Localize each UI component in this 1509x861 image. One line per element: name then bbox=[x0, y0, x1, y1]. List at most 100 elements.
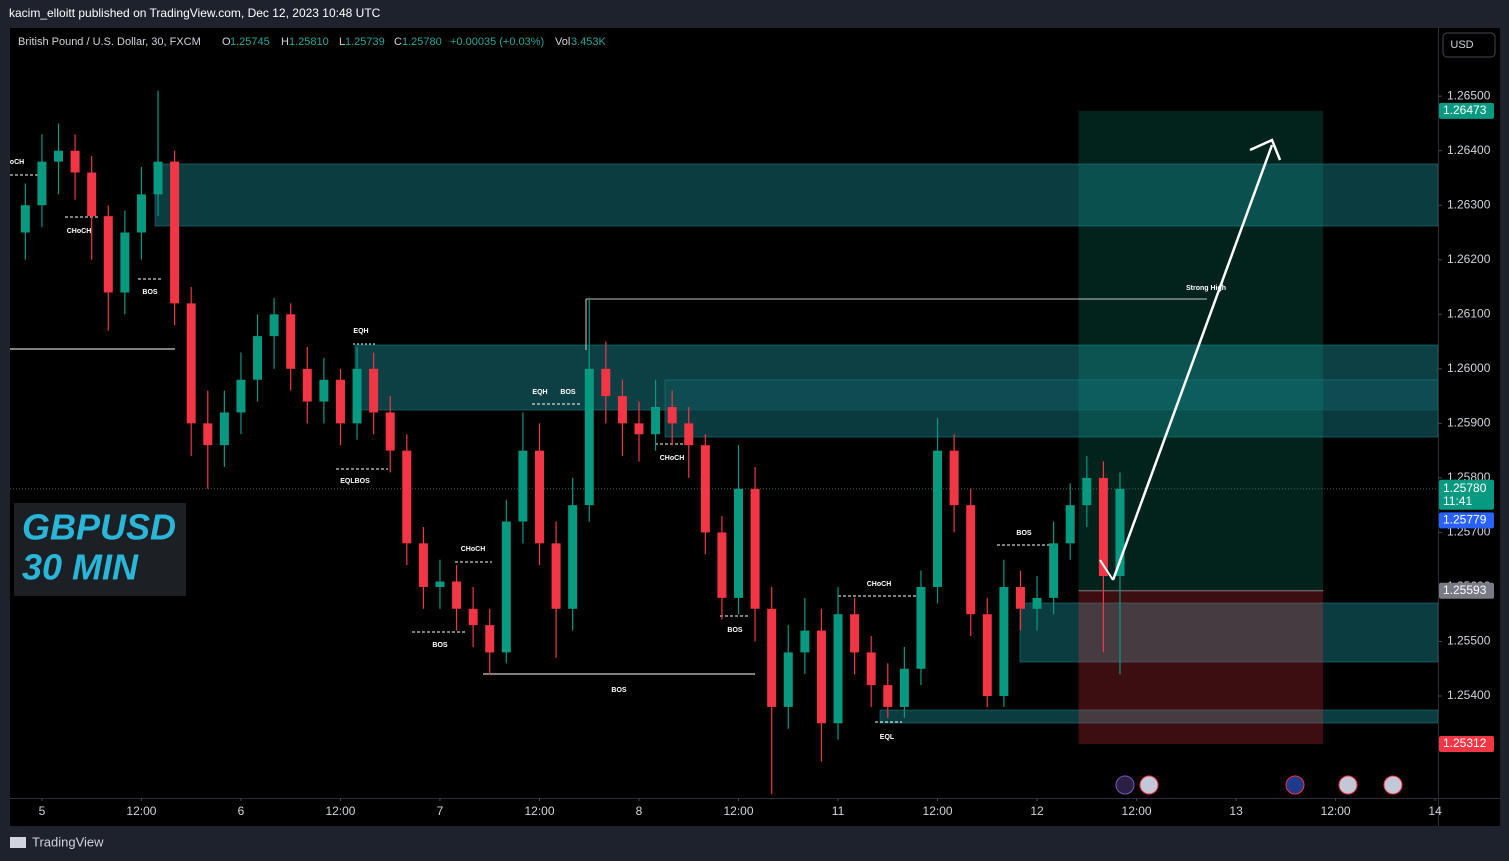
arrow-head bbox=[1249, 138, 1282, 161]
x-tick-label: 13 bbox=[1229, 804, 1243, 818]
price-label-box bbox=[1439, 582, 1494, 599]
candle-body bbox=[385, 412, 395, 451]
candle-body bbox=[418, 543, 428, 587]
ohlc-value: 1.25745 bbox=[230, 36, 270, 48]
candle-body bbox=[816, 630, 826, 724]
overlay-symbol: GBPUSD bbox=[22, 507, 176, 548]
candle-body bbox=[369, 368, 379, 413]
axis-border bbox=[10, 798, 1500, 799]
price-label-box bbox=[1439, 479, 1494, 510]
price-label-box bbox=[1439, 512, 1494, 529]
annotation: EQH bbox=[532, 389, 547, 396]
price-label-box bbox=[1439, 736, 1494, 753]
candle-body bbox=[1065, 505, 1075, 544]
annotation: BOS bbox=[432, 642, 448, 649]
volume-label: Vol bbox=[555, 36, 570, 48]
x-tick-label: 14 bbox=[1428, 804, 1442, 818]
x-tick-label: 8 bbox=[636, 804, 643, 818]
candle-body bbox=[485, 625, 495, 653]
y-tick-label: 1.26300 bbox=[1447, 197, 1491, 211]
change: +0.00035 (+0.03%) bbox=[450, 36, 544, 48]
candle-body bbox=[286, 314, 296, 369]
annotation: EQLBOS bbox=[340, 478, 370, 485]
candle-body bbox=[153, 161, 163, 195]
candle-body bbox=[468, 608, 478, 626]
annotation: BOS bbox=[1016, 530, 1032, 537]
candle-body bbox=[37, 161, 47, 206]
ohlc-label: L bbox=[339, 36, 345, 48]
price-label: 1.26473 bbox=[1443, 103, 1487, 117]
annotation: CHoCH bbox=[461, 546, 486, 553]
price-label-box bbox=[1439, 102, 1494, 119]
arrow-line bbox=[1111, 144, 1274, 581]
x-tick-label: 6 bbox=[238, 804, 245, 818]
brand: TradingView bbox=[32, 834, 104, 849]
candle-body bbox=[783, 652, 793, 707]
y-tick-label: 1.26100 bbox=[1447, 306, 1491, 320]
y-tick-label: 1.25500 bbox=[1447, 634, 1491, 648]
currency[interactable]: USD bbox=[1450, 39, 1473, 51]
ohlc-label: C bbox=[394, 36, 402, 48]
candle-body bbox=[518, 450, 528, 522]
candle-body bbox=[20, 205, 30, 233]
candle-body bbox=[883, 685, 893, 707]
candle-body bbox=[966, 505, 976, 615]
profit-zone bbox=[1078, 110, 1324, 591]
time-axis: 5 12:00 6 12:00 7 12:00 8 12:00 11 12:00 12 12:00 13… bbox=[39, 798, 1442, 818]
y-tick-label: 1.26400 bbox=[1447, 143, 1491, 157]
annotation: EQL bbox=[880, 734, 895, 741]
footer: TradingView bbox=[10, 834, 104, 849]
candle-body bbox=[186, 303, 196, 424]
candle-body bbox=[402, 450, 412, 544]
annotation: BOS bbox=[611, 687, 627, 694]
zone bbox=[1019, 602, 1439, 663]
annotations: oCH CHoCH BOS EQH EQLBOS CHoCH BOS EQH B… bbox=[10, 159, 1226, 741]
candle-body bbox=[319, 379, 329, 402]
candle-body bbox=[982, 614, 992, 697]
ohlc-value: 1.25810 bbox=[289, 36, 329, 48]
published-line: kacim_elloitt published on TradingView.c… bbox=[9, 6, 381, 20]
x-tick-label: 12:00 bbox=[126, 804, 156, 818]
candle-body bbox=[269, 314, 279, 337]
candle-body bbox=[767, 608, 777, 707]
x-tick-label: 11 bbox=[832, 804, 845, 818]
x-tick-label: 12:00 bbox=[723, 804, 753, 818]
x-tick-label: 5 bbox=[39, 804, 46, 818]
projection-arrow bbox=[1099, 138, 1282, 581]
candle-body bbox=[253, 336, 263, 380]
overlay-box bbox=[14, 503, 186, 596]
candle-body bbox=[335, 379, 345, 424]
candle-body bbox=[219, 412, 229, 446]
candle-body bbox=[800, 630, 810, 653]
candle-body bbox=[70, 150, 80, 173]
price-label: 1.25779 bbox=[1443, 513, 1487, 527]
zones bbox=[154, 163, 1439, 724]
event-icon bbox=[1115, 775, 1135, 795]
y-tick-label: 1.26500 bbox=[1447, 88, 1491, 102]
ohlc-value: 1.25739 bbox=[345, 36, 385, 48]
annotation: BOS bbox=[727, 627, 743, 634]
annotation: EQH bbox=[353, 328, 368, 335]
candle-body bbox=[87, 172, 97, 217]
candle-body bbox=[916, 586, 926, 669]
candle-body bbox=[435, 581, 445, 587]
x-tick-label: 12 bbox=[1030, 804, 1044, 818]
candle-body bbox=[54, 150, 64, 162]
legend-header: British Pound / U.S. Dollar, 30, FXCM O … bbox=[18, 36, 607, 48]
y-tick-label: 1.26200 bbox=[1447, 252, 1491, 266]
position-tool bbox=[1078, 110, 1324, 745]
candle-body bbox=[1049, 543, 1059, 598]
overlay-timeframe: 30 MIN bbox=[22, 547, 139, 588]
candle-body bbox=[1082, 477, 1092, 506]
zone bbox=[664, 379, 1439, 438]
currency-button[interactable] bbox=[1442, 32, 1496, 58]
annotation: oCH bbox=[10, 159, 24, 166]
volume-value: 3.453K bbox=[571, 36, 607, 48]
annotation: BOS bbox=[142, 289, 158, 296]
overlay-label: GBPUSD 30 MIN bbox=[14, 503, 186, 596]
candle-body bbox=[302, 368, 312, 402]
annotation: Strong High bbox=[1186, 285, 1226, 292]
candle-body bbox=[203, 423, 213, 446]
candle-body bbox=[833, 614, 843, 724]
